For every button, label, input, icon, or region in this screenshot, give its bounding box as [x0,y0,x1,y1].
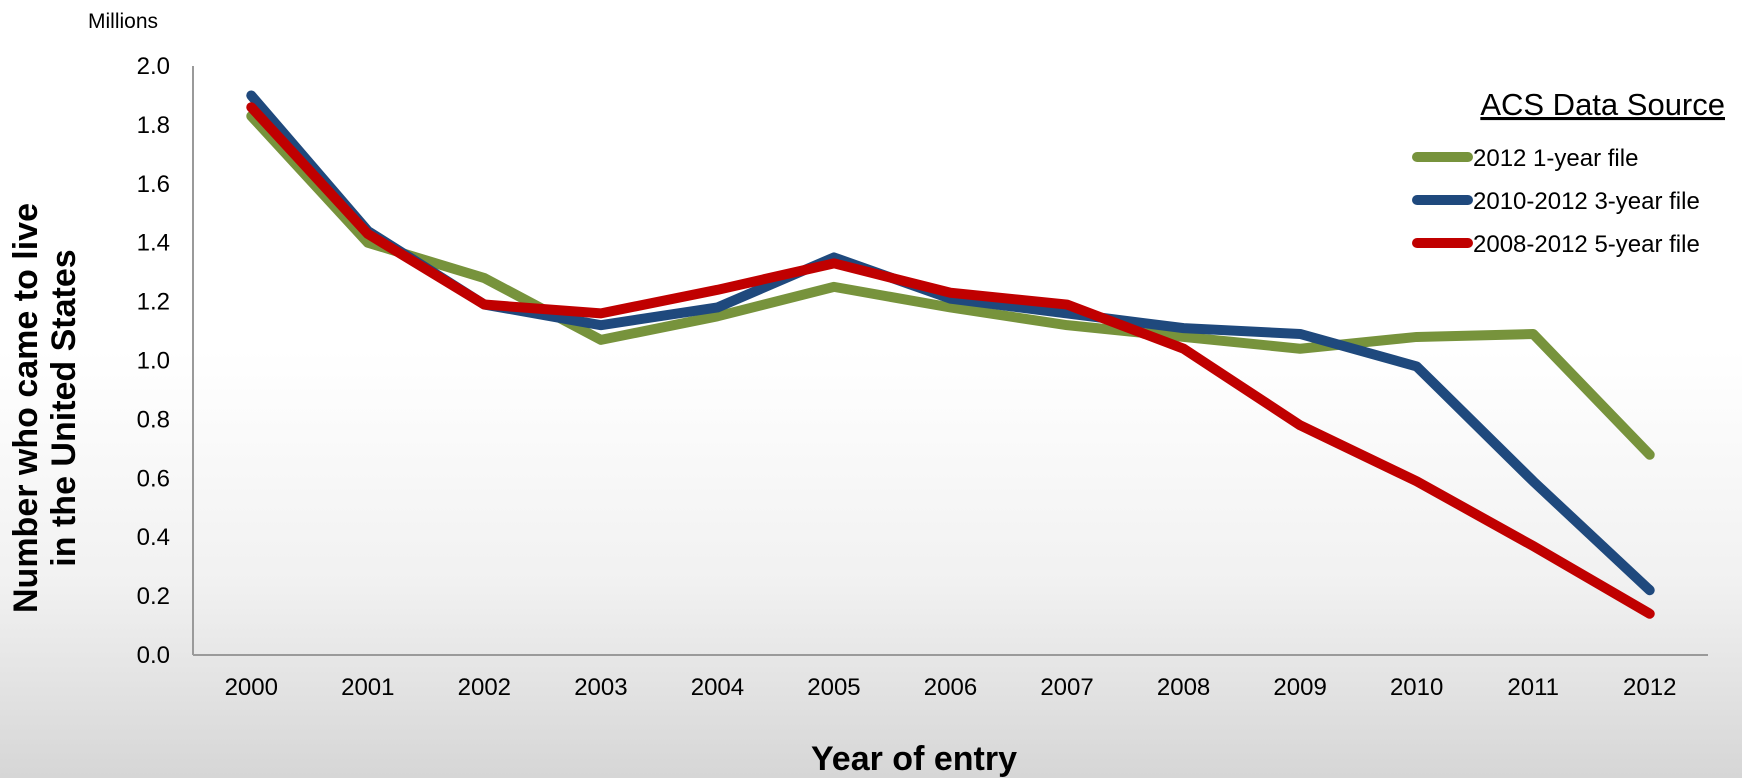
legend-label-3: 2008-2012 5-year file [1473,231,1700,258]
y-tick-labels: 0.0 0.2 0.4 0.6 0.8 1.0 1.2 1.4 1.6 1.8 2.0 [137,53,170,669]
x-tick-label: 2008 [1157,674,1210,701]
x-tick-label: 2006 [924,674,977,701]
x-axis-title: Year of entry [811,740,1017,778]
y-tick-label: 1.0 [137,348,170,375]
legend-label-1: 2012 1-year file [1473,145,1638,172]
legend-label-2: 2010-2012 3-year file [1473,188,1700,215]
y-axis-title-line-2: in the United States [45,249,83,566]
y-tick-label: 1.6 [137,171,170,198]
legend-title: ACS Data Source [1480,87,1725,122]
series-line-1 [246,111,1655,460]
y-axis-title: Number who came to live in the United St… [7,203,83,613]
y-tick-label: 0.6 [137,465,170,492]
y-tick-label: 1.8 [137,112,170,139]
x-tick-label: 2005 [807,674,860,701]
y-tick-label: 0.2 [137,583,170,610]
x-tick-label: 2011 [1507,674,1559,701]
x-tick-label: 2001 [341,674,394,701]
x-tick-label: 2010 [1390,674,1443,701]
x-tick-label: 2003 [574,674,627,701]
series-lines [246,90,1655,619]
y-tick-label: 0.4 [137,524,170,551]
unit-label: Millions [88,10,158,33]
x-tick-labels: 2000 2001 2002 2003 2004 2005 2006 2007 2008 2009… [225,674,1677,701]
y-tick-label: 2.0 [137,53,170,80]
series-line-2 [246,90,1655,596]
legend-items: 2012 1-year file 2010-2012 3-year file 200… [1412,145,1700,258]
legend: ACS Data Source 2012 1-year file 2010-201… [1412,87,1725,258]
y-axis-title-line-1: Number who came to live [7,203,45,613]
y-tick-label: 1.4 [137,230,170,257]
x-tick-label: 2000 [225,674,278,701]
y-tick-label: 1.2 [137,289,170,316]
x-tick-label: 2012 [1623,674,1676,701]
x-tick-label: 2004 [691,674,744,701]
x-tick-label: 2002 [458,674,511,701]
x-tick-label: 2007 [1040,674,1093,701]
series-line-3 [246,102,1655,619]
y-tick-label: 0.0 [137,642,170,669]
y-tick-label: 0.8 [137,406,170,433]
x-tick-label: 2009 [1273,674,1326,701]
